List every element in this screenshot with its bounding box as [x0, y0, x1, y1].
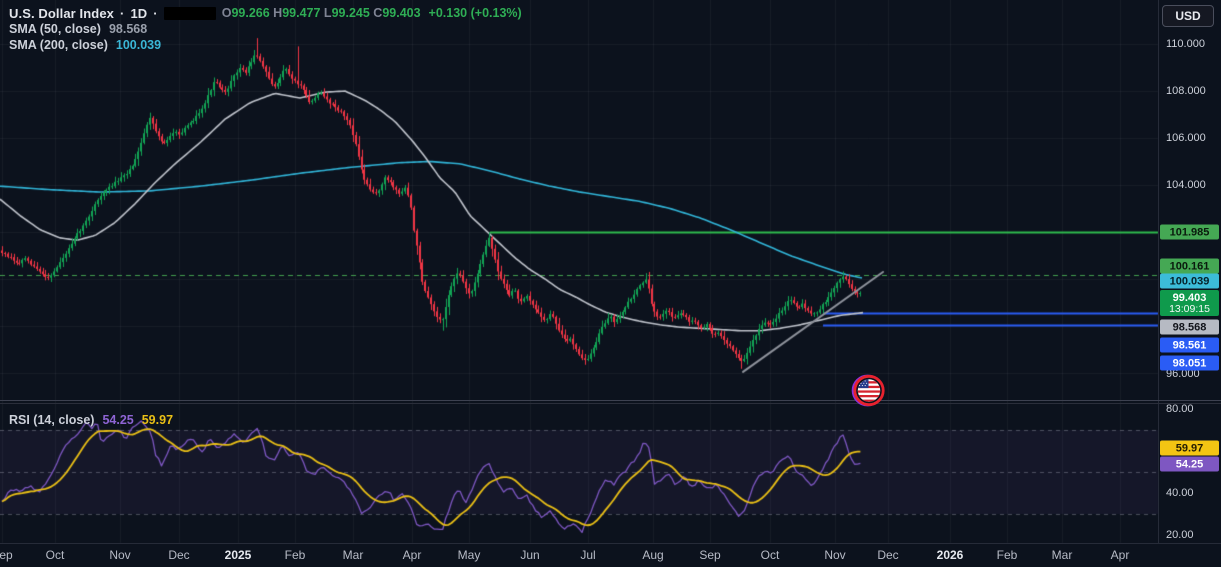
symbol-title: U.S. Dollar Index	[9, 5, 115, 21]
price-tick-label: 104.000	[1166, 179, 1206, 191]
time-axis-label: Nov	[824, 548, 846, 562]
sma50-label: SMA (50, close)	[9, 22, 101, 36]
symbol-legend-row[interactable]: U.S. Dollar Index · 1D · O99.266 H99.477…	[9, 5, 522, 21]
time-axis-label: 2025	[224, 548, 252, 562]
rsi-tick-label: 20.00	[1166, 529, 1194, 541]
time-axis-label: 2026	[936, 548, 964, 562]
close-label: C	[373, 6, 383, 20]
redacted-exchange-box	[163, 6, 216, 20]
rsi-value: 54.25	[102, 413, 134, 427]
time-axis-label: Feb	[996, 548, 1018, 562]
price-tick-label: 108.000	[1166, 85, 1206, 97]
sma200-label: SMA (200, close)	[9, 38, 108, 52]
price-axis-chip: 98.561	[1160, 337, 1219, 353]
time-axis-label: May	[457, 548, 481, 562]
rsi-legend-row[interactable]: RSI (14, close) 54.25 59.97	[9, 413, 173, 427]
high-label: H	[273, 6, 283, 20]
rsi-tick-label: 80.00	[1166, 403, 1194, 415]
rsi-label: RSI (14, close)	[9, 413, 95, 427]
time-axis-label: Dec	[168, 548, 190, 562]
pane-separator-top[interactable]	[0, 400, 1221, 401]
rsi-ma-value: 59.97	[141, 413, 174, 427]
rsi-tick-label: 40.00	[1166, 487, 1194, 499]
sma50-legend-row[interactable]: SMA (50, close) 98.568	[9, 21, 522, 37]
price-tick-label: 110.000	[1166, 38, 1205, 50]
time-axis-label: Apr	[1110, 548, 1130, 562]
low-value: 99.245	[331, 6, 370, 20]
price-axis-chip: 98.568	[1160, 319, 1219, 335]
ohlc-values: O99.266 H99.477 L99.245 C99.403	[222, 6, 421, 20]
time-axis-label: Nov	[109, 548, 131, 562]
price-tick-label: 96.000	[1166, 368, 1200, 380]
open-label: O	[221, 6, 232, 20]
rsi-axis-chip: 54.25	[1160, 456, 1219, 472]
change-value: +0.130 (+0.13%)	[428, 6, 522, 20]
price-axis-chip: 99.403 13:09:15	[1160, 290, 1219, 316]
open-value: 99.266	[231, 6, 270, 20]
timeframe-label[interactable]: 1D	[130, 5, 148, 21]
time-axis-label: Aug	[642, 548, 664, 562]
time-axis-label: Jun	[520, 548, 540, 562]
us-flag-symbol-logo	[851, 374, 885, 407]
sma200-legend-row[interactable]: SMA (200, close) 100.039	[9, 37, 522, 53]
sma200-value: 100.039	[115, 38, 162, 52]
time-axis-label: Feb	[284, 548, 306, 562]
time-axis-label: Jul	[580, 548, 596, 562]
chart-legend: U.S. Dollar Index · 1D · O99.266 H99.477…	[9, 5, 522, 53]
time-axis-label: Oct	[45, 548, 65, 562]
close-value: 99.403	[382, 6, 421, 20]
time-axis-label: Dec	[877, 548, 899, 562]
rsi-axis-chip: 59.97	[1160, 440, 1219, 456]
sma50-value: 98.568	[108, 22, 148, 36]
legend-dot: ·	[153, 5, 158, 21]
time-axis-label: Sep	[0, 548, 13, 562]
price-axis-chip: 100.039	[1160, 273, 1219, 289]
time-axis-label: Sep	[699, 548, 721, 562]
legend-dot: ·	[120, 5, 125, 21]
price-axis-chip: 98.051	[1160, 355, 1219, 371]
time-axis-label: Mar	[342, 548, 364, 562]
currency-button[interactable]: USD	[1162, 5, 1214, 27]
time-axis-label: Mar	[1051, 548, 1073, 562]
time-axis-separator	[0, 543, 1221, 544]
price-axis-chip: 100.161	[1160, 258, 1219, 274]
low-label: L	[323, 6, 332, 20]
time-axis-label: Oct	[760, 548, 780, 562]
pane-separator-bottom	[0, 403, 1221, 404]
price-axis-separator[interactable]	[1158, 0, 1159, 543]
high-value: 99.477	[282, 6, 321, 20]
time-axis-label: Apr	[402, 548, 422, 562]
price-axis-chip: 101.985	[1160, 224, 1219, 240]
price-tick-label: 106.000	[1166, 132, 1206, 144]
